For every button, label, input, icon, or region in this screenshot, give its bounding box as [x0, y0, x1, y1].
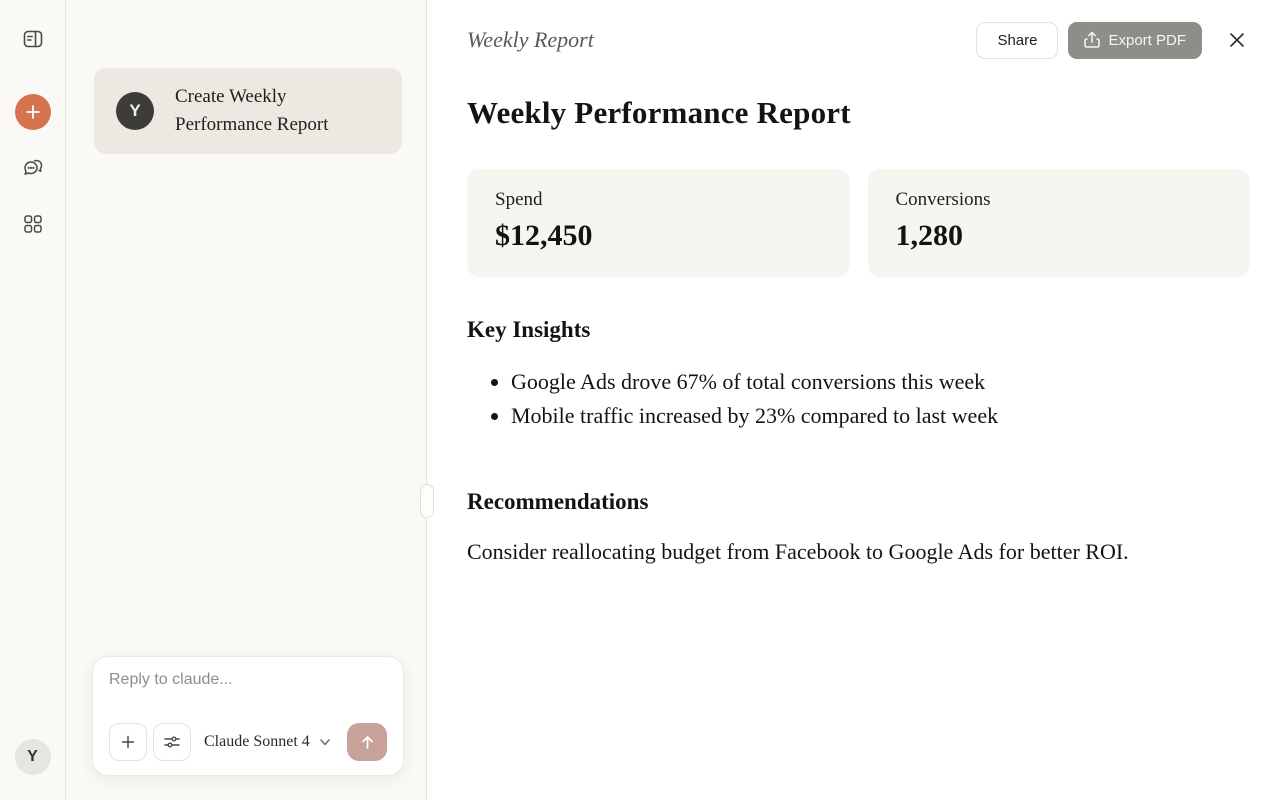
user-avatar[interactable]: Y — [14, 739, 51, 775]
plus-icon — [24, 103, 42, 121]
arrow-up-icon — [359, 734, 376, 751]
metric-card-conversions: Conversions 1,280 — [867, 169, 1250, 277]
composer-toolbar: Claude Sonnet 4 — [109, 723, 387, 761]
export-icon — [1084, 31, 1101, 49]
left-rail: Y — [0, 0, 66, 800]
close-artifact-button[interactable] — [1222, 25, 1252, 55]
artifact-actions: Share Export PDF — [976, 21, 1252, 59]
close-icon — [1228, 31, 1246, 49]
chat-item-title: Create Weekly Performance Report — [175, 86, 329, 135]
sidebar-toggle-icon — [22, 28, 44, 50]
key-insights-heading: Key Insights — [467, 317, 591, 342]
recommendations-text: Consider reallocating budget from Facebo… — [467, 539, 1129, 564]
avatar: Y — [116, 92, 154, 130]
chat-history-item[interactable]: Y Create Weekly Performance Report — [94, 68, 402, 154]
chat-panel: Y Create Weekly Performance Report — [66, 0, 427, 800]
tools-button[interactable] — [153, 723, 191, 761]
share-button[interactable]: Share — [976, 21, 1059, 59]
export-pdf-button[interactable]: Export PDF — [1068, 21, 1202, 59]
send-button[interactable] — [347, 723, 387, 761]
chats-nav-button[interactable] — [15, 150, 51, 186]
metric-value: 1,280 — [895, 219, 964, 252]
recommendations-heading: Recommendations — [467, 489, 649, 514]
insights-list: Google Ads drove 67% of total conversion… — [511, 365, 1250, 433]
metric-card-spend: Spend $12,450 — [467, 169, 850, 277]
metric-label: Conversions — [895, 189, 991, 210]
insight-item: Google Ads drove 67% of total conversion… — [511, 365, 1250, 399]
chevron-down-icon — [318, 735, 332, 749]
new-chat-button[interactable] — [14, 94, 51, 130]
artifact-header: Weekly Report Share Export PDF — [467, 20, 1252, 60]
artifact-title: Weekly Report — [467, 27, 594, 52]
metric-label: Spend — [495, 189, 543, 210]
metric-cards: Spend $12,450 Conversions 1,280 — [467, 169, 1250, 277]
plus-icon — [120, 734, 136, 750]
report-document: Weekly Performance Report Spend $12,450 … — [467, 95, 1250, 569]
grid-icon — [22, 213, 44, 235]
sliders-icon — [163, 733, 181, 751]
export-pdf-label: Export PDF — [1108, 31, 1186, 49]
sidebar-toggle-button[interactable] — [15, 21, 51, 57]
chat-bubbles-icon — [21, 156, 45, 180]
artifact-panel: Weekly Report Share Export PDF — [427, 0, 1280, 800]
report-title: Weekly Performance Report — [467, 95, 851, 130]
metric-value: $12,450 — [495, 219, 593, 252]
insight-item: Mobile traffic increased by 23% compared… — [511, 399, 1250, 433]
reply-input[interactable] — [109, 671, 387, 689]
model-selector[interactable]: Claude Sonnet 4 — [204, 733, 332, 751]
message-composer: Claude Sonnet 4 — [92, 656, 404, 776]
apps-nav-button[interactable] — [15, 206, 51, 242]
panel-resize-handle[interactable] — [420, 484, 434, 518]
attach-button[interactable] — [109, 723, 147, 761]
model-name: Claude Sonnet 4 — [204, 733, 310, 750]
